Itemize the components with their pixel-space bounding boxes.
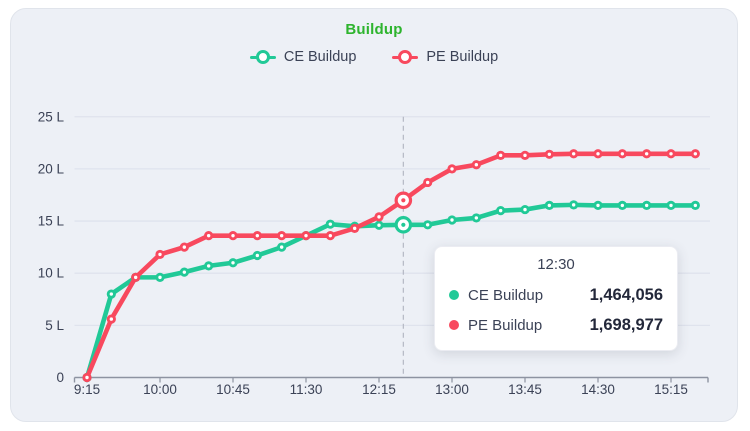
- y-axis-label: 10 L: [38, 266, 65, 281]
- data-point-center: [85, 375, 89, 380]
- x-axis-label: 13:45: [508, 382, 542, 397]
- data-point-center: [377, 215, 381, 219]
- y-axis-label: 15 L: [38, 214, 65, 229]
- tooltip-row-pe: PE Buildup 1,698,977: [449, 310, 663, 340]
- data-point-center: [255, 253, 260, 258]
- data-point-center: [304, 233, 308, 238]
- data-point-center: [693, 203, 698, 208]
- data-point-center: [279, 233, 284, 238]
- x-axis-label: 9:15: [74, 382, 100, 397]
- y-axis-label: 5 L: [45, 318, 64, 333]
- chart-title: Buildup: [345, 21, 403, 38]
- data-point-center: [596, 203, 600, 208]
- legend-item-pe-buildup[interactable]: PE Buildup: [392, 49, 498, 65]
- x-axis-label: 10:00: [143, 382, 177, 397]
- data-point-center: [109, 292, 114, 296]
- pe-dot-icon: [449, 320, 459, 330]
- data-point-center: [669, 203, 673, 208]
- data-point-center: [133, 275, 138, 280]
- ce-legend-label: CE Buildup: [283, 49, 357, 65]
- ce-legend-ring-icon: [255, 50, 270, 64]
- x-axis-label: 10:45: [216, 382, 250, 397]
- x-axis-label: 13:00: [435, 382, 469, 397]
- hovered-marker-center: [401, 198, 406, 203]
- hovered-marker-center: [401, 222, 406, 227]
- data-point-center: [450, 167, 454, 171]
- data-point-center: [644, 152, 649, 156]
- data-point-center: [377, 223, 381, 227]
- x-axis-label: 11:30: [290, 382, 323, 397]
- tooltip-pe-label: PE Buildup: [468, 316, 543, 334]
- data-point-center: [255, 233, 260, 238]
- data-point-center: [547, 203, 552, 208]
- data-point-center: [523, 207, 527, 212]
- data-point-center: [182, 270, 187, 274]
- tooltip-row-ce: CE Buildup 1,464,056: [449, 280, 663, 310]
- data-point-center: [206, 233, 211, 238]
- data-point-center: [620, 152, 625, 156]
- data-point-center: [669, 152, 673, 156]
- x-axis-label: 15:15: [654, 382, 688, 397]
- pe-legend-ring-icon: [398, 50, 413, 64]
- y-axis-label: 0: [56, 370, 64, 385]
- data-point-center: [231, 261, 235, 265]
- data-point-center: [425, 223, 430, 227]
- data-point-center: [158, 252, 162, 257]
- data-point-center: [498, 208, 503, 213]
- tooltip: 12:30 CE Buildup 1,464,056 PE Buildup 1,…: [434, 246, 678, 351]
- data-point-center: [352, 226, 357, 231]
- ce-legend-marker-icon: [249, 50, 276, 64]
- ce-dot-icon: [449, 290, 459, 300]
- y-axis-label: 20 L: [38, 161, 65, 176]
- tooltip-pe-value: 1,698,977: [589, 315, 663, 334]
- data-point-center: [231, 233, 235, 238]
- data-point-center: [693, 152, 698, 156]
- y-axis-label: 25 L: [38, 109, 65, 124]
- legend: CE Buildup PE Buildup: [11, 49, 737, 65]
- data-point-center: [571, 152, 576, 156]
- data-point-center: [158, 275, 162, 280]
- data-point-center: [644, 203, 649, 208]
- data-point-center: [523, 153, 527, 158]
- data-point-center: [474, 216, 479, 220]
- x-axis-label: 12:15: [362, 382, 396, 397]
- chart-card: Buildup CE Buildup PE Buildup: [10, 8, 738, 422]
- data-point-center: [596, 152, 600, 156]
- data-point-center: [328, 222, 333, 226]
- pe-legend-marker-icon: [392, 50, 419, 64]
- data-point-center: [620, 203, 625, 208]
- data-point-center: [109, 317, 114, 321]
- data-point-center: [182, 245, 187, 249]
- pe-legend-label: PE Buildup: [426, 49, 499, 65]
- data-point-center: [450, 218, 454, 222]
- x-axis-label: 14:30: [581, 382, 615, 397]
- data-point-center: [571, 203, 576, 207]
- data-point-center: [425, 180, 430, 185]
- data-point-center: [474, 163, 479, 167]
- data-point-center: [279, 245, 284, 249]
- tooltip-ce-value: 1,464,056: [589, 285, 663, 304]
- data-point-center: [206, 264, 211, 268]
- tooltip-ce-label: CE Buildup: [468, 286, 544, 304]
- data-point-center: [547, 152, 552, 156]
- tooltip-time: 12:30: [537, 256, 575, 273]
- legend-item-ce-buildup[interactable]: CE Buildup: [249, 49, 357, 65]
- data-point-center: [328, 233, 333, 238]
- data-point-center: [498, 153, 503, 158]
